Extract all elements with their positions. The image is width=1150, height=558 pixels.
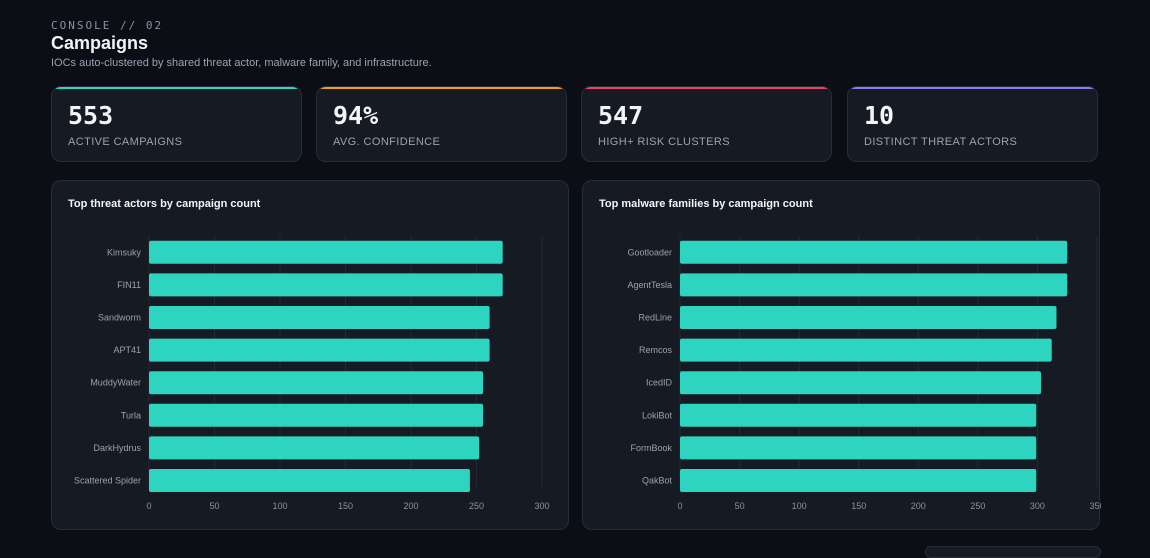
bar (680, 469, 1037, 492)
category-label: Kimsuky (107, 247, 142, 257)
bar (149, 306, 490, 329)
x-tick-label: 150 (851, 501, 866, 511)
x-tick-label: 150 (338, 501, 353, 511)
bar (680, 273, 1068, 297)
bar (149, 371, 484, 395)
category-label: Sandworm (98, 313, 141, 323)
stat-card-active-campaigns: 553 ACTIVE CAMPAIGNS (51, 86, 302, 162)
x-tick-label: 0 (146, 501, 151, 511)
bar (680, 338, 1052, 362)
x-tick-label: 50 (735, 501, 745, 511)
bar (680, 240, 1068, 264)
bar (149, 469, 470, 492)
stat-accent-bar (848, 87, 1097, 89)
category-label: QakBot (642, 476, 673, 486)
x-tick-label: 0 (677, 501, 682, 511)
stat-card-distinct-threat-actors: 10 DISTINCT THREAT ACTORS (847, 86, 1098, 162)
category-label: IcedID (646, 378, 673, 388)
bar (680, 436, 1037, 460)
category-label: Scattered Spider (74, 476, 141, 486)
category-label: AgentTesla (627, 280, 672, 290)
x-tick-label: 100 (272, 501, 287, 511)
category-label: APT41 (113, 345, 141, 355)
page-subtitle: IOCs auto-clustered by shared threat act… (51, 57, 432, 69)
category-label: MuddyWater (90, 378, 141, 388)
bottom-control-stub[interactable] (925, 546, 1101, 558)
page-title: Campaigns (51, 33, 149, 53)
stat-value: 94% (333, 101, 379, 130)
bar (149, 338, 490, 362)
bar (680, 306, 1057, 329)
stat-label: AVG. CONFIDENCE (333, 136, 441, 148)
bar (149, 240, 503, 264)
category-label: FIN11 (117, 280, 141, 290)
category-label: Remcos (639, 345, 673, 355)
x-tick-label: 200 (911, 501, 926, 511)
category-label: RedLine (638, 313, 672, 323)
chart-title: Top malware families by campaign count (599, 198, 813, 210)
category-label: LokiBot (642, 410, 673, 420)
x-tick-label: 200 (403, 501, 418, 511)
x-tick-label: 250 (970, 501, 985, 511)
stat-value: 10 (864, 101, 895, 130)
stat-card-high-risk-clusters: 547 HIGH+ RISK CLUSTERS (581, 86, 832, 162)
console-eyebrow: CONSOLE // 02 (51, 19, 164, 32)
stat-value: 553 (68, 101, 114, 130)
chart-title: Top threat actors by campaign count (68, 198, 261, 210)
bar (149, 436, 480, 460)
stat-label: DISTINCT THREAT ACTORS (864, 136, 1018, 148)
x-tick-label: 350 (1089, 501, 1101, 511)
malware-families-chart: 0 50 100 150 200 250 300 350 Gootloader AgentTesl… (627, 236, 1101, 511)
category-label: FormBook (630, 443, 672, 453)
malware-families-panel: Top malware families by campaign count 0… (582, 180, 1101, 530)
threat-actors-chart: 0 50 100 150 200 250 300 Kimsuky FIN11 Sandworm AP… (74, 236, 550, 511)
stat-accent-bar (582, 87, 831, 89)
category-label: Gootloader (627, 247, 672, 257)
x-tick-label: 50 (209, 501, 219, 511)
category-label: DarkHydrus (93, 443, 141, 453)
stat-label: ACTIVE CAMPAIGNS (68, 136, 183, 148)
stat-accent-bar (317, 87, 566, 89)
x-tick-label: 100 (792, 501, 807, 511)
x-tick-label: 300 (1030, 501, 1045, 511)
stat-label: HIGH+ RISK CLUSTERS (598, 136, 730, 148)
x-tick-label: 250 (469, 501, 484, 511)
stat-value: 547 (598, 101, 644, 130)
bar (149, 273, 503, 297)
bar (680, 371, 1042, 395)
stat-accent-bar (52, 87, 301, 89)
x-tick-label: 300 (534, 501, 549, 511)
stat-card-avg-confidence: 94% AVG. CONFIDENCE (316, 86, 567, 162)
bar (149, 403, 484, 427)
bar (680, 403, 1037, 427)
category-label: Turla (121, 410, 141, 420)
threat-actors-panel: Top threat actors by campaign count 0 50 1… (51, 180, 569, 530)
